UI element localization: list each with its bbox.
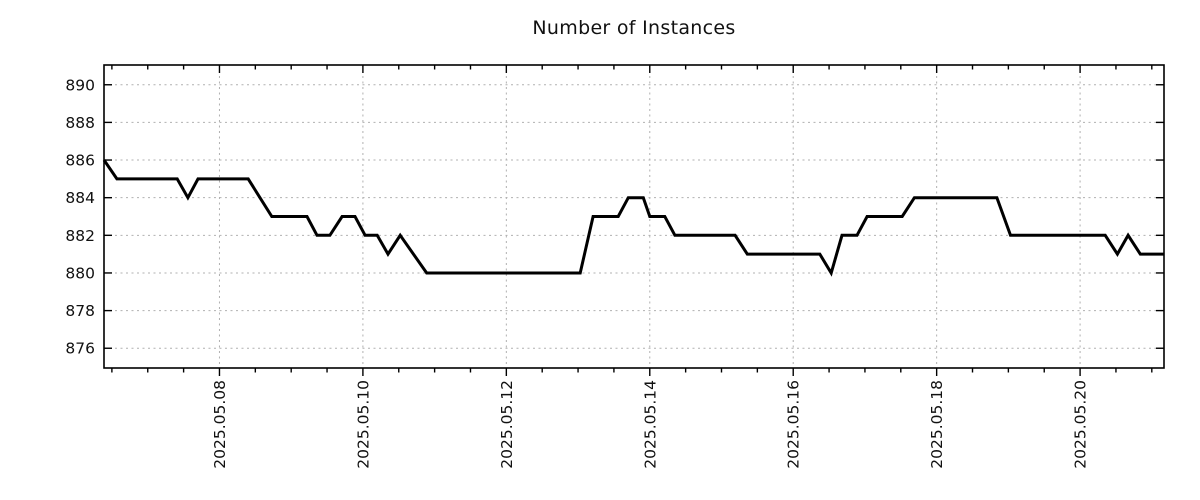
- y-tick-label: 884: [65, 189, 95, 207]
- y-tick-label: 886: [65, 152, 95, 170]
- y-tick-label: 882: [65, 227, 95, 245]
- x-tick-label: 2025.05.14: [641, 380, 659, 469]
- x-tick-label: 2025.05.16: [785, 380, 803, 469]
- chart-title: Number of Instances: [532, 17, 736, 39]
- y-tick-label: 888: [65, 114, 95, 132]
- x-tick-label: 2025.05.20: [1072, 380, 1090, 469]
- x-tick-label: 2025.05.08: [211, 380, 229, 469]
- x-tick-label: 2025.05.12: [498, 380, 516, 469]
- plot-border: [103, 64, 1165, 369]
- data-series-line: [102, 159, 1164, 277]
- x-tick-label: 2025.05.10: [354, 380, 372, 469]
- y-tick-label: 878: [65, 302, 95, 320]
- x-tick-label: 2025.05.18: [928, 380, 946, 469]
- y-tick-label: 876: [65, 340, 95, 358]
- y-tick-label: 880: [65, 264, 95, 282]
- y-tick-label: 890: [65, 76, 95, 94]
